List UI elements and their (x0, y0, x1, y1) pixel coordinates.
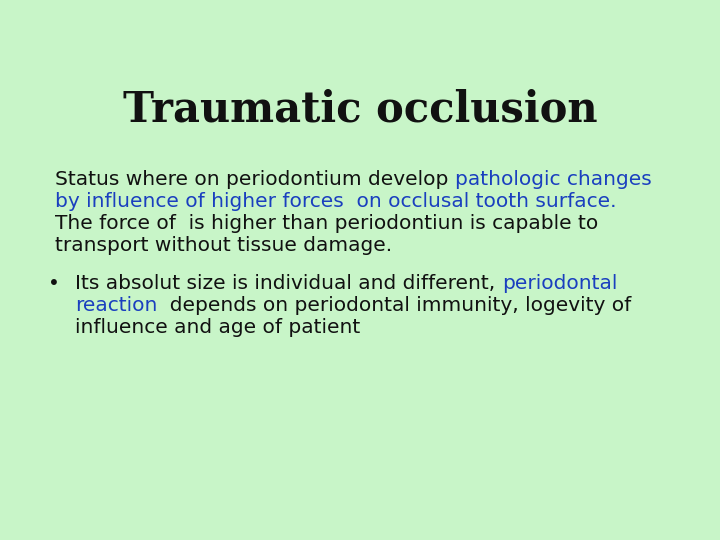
Text: pathologic changes: pathologic changes (455, 170, 652, 189)
Text: The force of  is higher than periodontiun is capable to: The force of is higher than periodontiun… (55, 214, 598, 233)
Text: Traumatic occlusion: Traumatic occlusion (122, 88, 598, 130)
Text: Status where on periodontium develop: Status where on periodontium develop (55, 170, 455, 189)
Text: depends on periodontal immunity, logevity of: depends on periodontal immunity, logevit… (158, 296, 631, 315)
Text: periodontal: periodontal (502, 274, 617, 293)
Text: transport without tissue damage.: transport without tissue damage. (55, 236, 392, 255)
Text: by influence of higher forces  on occlusal tooth surface.: by influence of higher forces on occlusa… (55, 192, 616, 211)
Text: reaction: reaction (75, 296, 158, 315)
Text: influence and age of patient: influence and age of patient (75, 318, 360, 337)
Text: Its absolut size is individual and different,: Its absolut size is individual and diffe… (75, 274, 502, 293)
Text: •: • (48, 274, 60, 293)
